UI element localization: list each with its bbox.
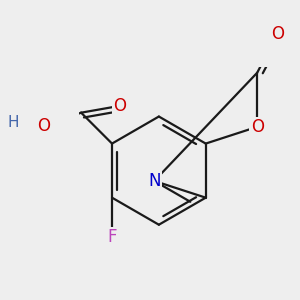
Text: O: O bbox=[271, 25, 284, 43]
Text: O: O bbox=[38, 117, 50, 135]
Text: O: O bbox=[251, 118, 264, 136]
Text: H: H bbox=[7, 115, 19, 130]
Text: O: O bbox=[114, 97, 127, 115]
Text: N: N bbox=[148, 172, 161, 190]
Text: F: F bbox=[107, 228, 117, 246]
